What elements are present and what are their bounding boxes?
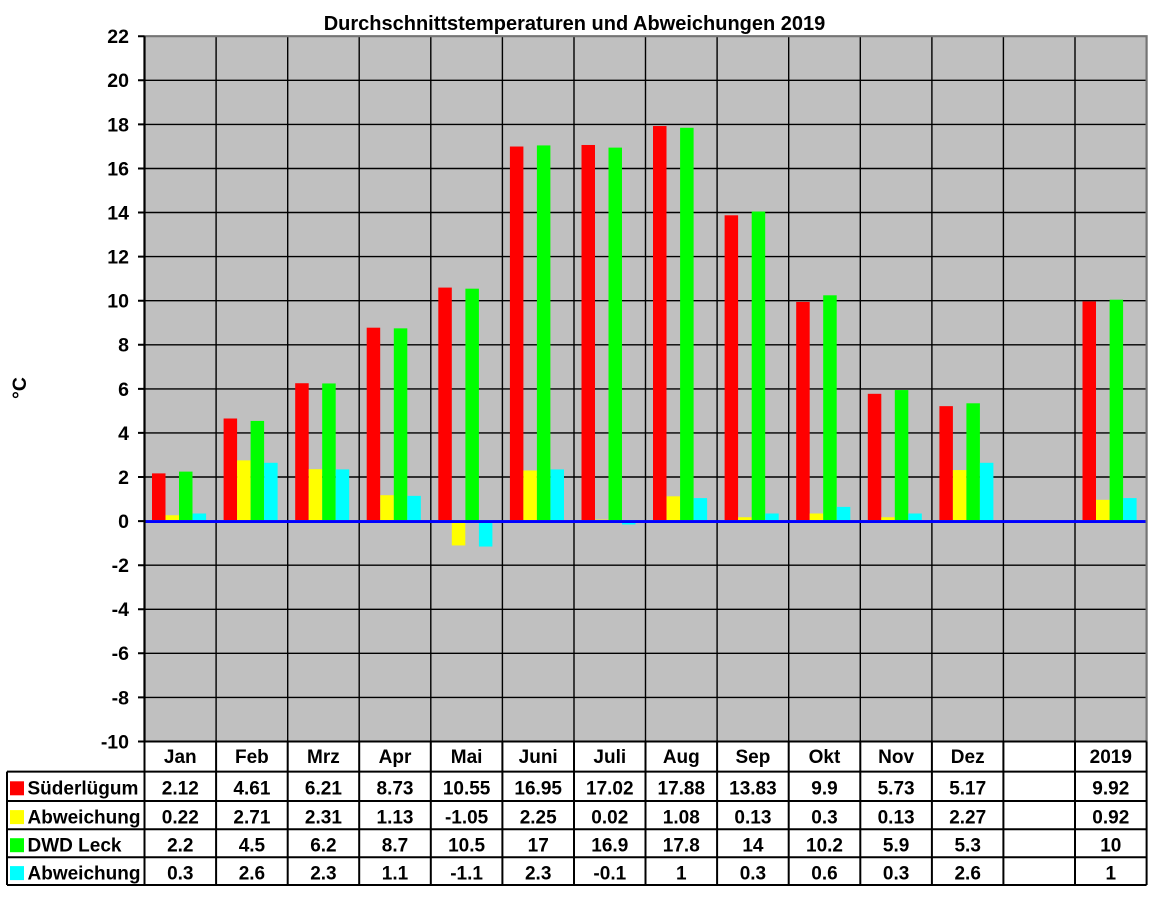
svg-text:DWD Leck: DWD Leck (28, 836, 122, 857)
svg-text:8: 8 (118, 335, 129, 357)
svg-text:Juni: Juni (519, 747, 558, 768)
svg-text:10.2: 10.2 (806, 836, 843, 857)
svg-text:2: 2 (118, 467, 129, 489)
svg-text:14: 14 (742, 836, 764, 857)
svg-text:0.3: 0.3 (740, 863, 766, 884)
svg-text:2.6: 2.6 (239, 863, 265, 884)
svg-text:6.2: 6.2 (310, 836, 336, 857)
svg-text:0.02: 0.02 (591, 807, 628, 828)
svg-text:1: 1 (676, 863, 687, 884)
svg-text:5.3: 5.3 (954, 836, 980, 857)
svg-text:16.9: 16.9 (591, 836, 628, 857)
svg-text:Süderlügum: Süderlügum (28, 779, 139, 800)
svg-text:2.2: 2.2 (167, 836, 193, 857)
svg-text:Mrz: Mrz (307, 747, 340, 768)
svg-text:22: 22 (107, 26, 129, 48)
svg-text:4: 4 (118, 423, 129, 445)
svg-text:0.6: 0.6 (811, 863, 837, 884)
svg-text:0.3: 0.3 (811, 807, 837, 828)
svg-text:Apr: Apr (379, 747, 412, 768)
svg-text:17: 17 (528, 836, 549, 857)
svg-text:17.02: 17.02 (586, 779, 634, 800)
svg-text:8.73: 8.73 (377, 779, 414, 800)
svg-text:-1.1: -1.1 (450, 863, 483, 884)
svg-text:-2: -2 (112, 555, 129, 577)
svg-text:12: 12 (107, 247, 129, 269)
svg-text:1.13: 1.13 (377, 807, 414, 828)
svg-text:18: 18 (107, 114, 129, 136)
svg-text:1.1: 1.1 (382, 863, 409, 884)
svg-text:6.21: 6.21 (305, 779, 342, 800)
svg-text:Juli: Juli (593, 747, 626, 768)
svg-text:-0.1: -0.1 (593, 863, 626, 884)
svg-text:Sep: Sep (735, 747, 770, 768)
svg-text:0: 0 (118, 511, 129, 533)
svg-text:5.17: 5.17 (949, 779, 986, 800)
svg-text:4.5: 4.5 (239, 836, 266, 857)
svg-text:-4: -4 (112, 599, 129, 621)
svg-text:10.55: 10.55 (443, 779, 491, 800)
svg-text:Durchschnittstemperaturen und: Durchschnittstemperaturen und Abweichung… (324, 13, 826, 35)
svg-text:Dez: Dez (951, 747, 985, 768)
svg-text:17.88: 17.88 (658, 779, 706, 800)
svg-text:2.6: 2.6 (954, 863, 980, 884)
svg-text:10.5: 10.5 (448, 836, 485, 857)
svg-text:16: 16 (107, 158, 129, 180)
svg-text:0.22: 0.22 (162, 807, 199, 828)
svg-text:-6: -6 (112, 643, 129, 665)
svg-text:0.13: 0.13 (878, 807, 915, 828)
svg-text:0.13: 0.13 (734, 807, 771, 828)
svg-text:2.3: 2.3 (525, 863, 551, 884)
svg-text:10: 10 (1100, 836, 1121, 857)
svg-text:2.25: 2.25 (520, 807, 557, 828)
svg-text:Feb: Feb (235, 747, 269, 768)
svg-text:17.8: 17.8 (663, 836, 700, 857)
svg-text:Abweichung: Abweichung (28, 863, 141, 884)
svg-text:-1.05: -1.05 (445, 807, 489, 828)
svg-text:Mai: Mai (451, 747, 483, 768)
svg-text:2.27: 2.27 (949, 807, 986, 828)
svg-text:2.71: 2.71 (233, 807, 270, 828)
svg-text:Jan: Jan (164, 747, 197, 768)
svg-text:Nov: Nov (878, 747, 914, 768)
svg-text:5.73: 5.73 (878, 779, 915, 800)
svg-text:2019: 2019 (1090, 747, 1132, 768)
svg-text:0.92: 0.92 (1092, 807, 1129, 828)
svg-text:8.7: 8.7 (382, 836, 408, 857)
svg-text:°C: °C (9, 377, 31, 399)
svg-text:1: 1 (1106, 863, 1117, 884)
svg-text:13.83: 13.83 (729, 779, 777, 800)
svg-text:0.3: 0.3 (167, 863, 193, 884)
svg-text:Aug: Aug (663, 747, 700, 768)
svg-text:6: 6 (118, 379, 129, 401)
svg-text:2.12: 2.12 (162, 779, 199, 800)
svg-text:16.95: 16.95 (514, 779, 562, 800)
svg-text:Okt: Okt (809, 747, 841, 768)
svg-text:1.08: 1.08 (663, 807, 700, 828)
svg-text:-10: -10 (101, 731, 129, 753)
svg-text:9.9: 9.9 (811, 779, 837, 800)
svg-text:20: 20 (107, 70, 129, 92)
svg-text:9.92: 9.92 (1092, 779, 1129, 800)
svg-text:2.31: 2.31 (305, 807, 342, 828)
svg-text:2.3: 2.3 (310, 863, 336, 884)
svg-text:4.61: 4.61 (233, 779, 270, 800)
svg-text:5.9: 5.9 (883, 836, 909, 857)
svg-text:10: 10 (107, 291, 129, 313)
svg-text:14: 14 (107, 202, 129, 224)
svg-text:0.3: 0.3 (883, 863, 909, 884)
svg-text:-8: -8 (112, 687, 129, 709)
svg-text:Abweichung: Abweichung (28, 807, 141, 828)
